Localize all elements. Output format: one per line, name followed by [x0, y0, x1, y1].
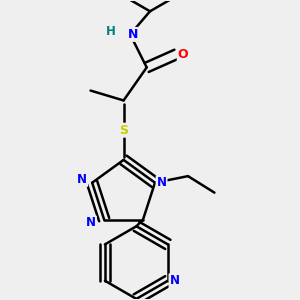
Text: N: N [157, 176, 166, 189]
Text: N: N [86, 217, 96, 230]
Text: N: N [169, 274, 179, 287]
Text: N: N [77, 173, 87, 186]
Text: S: S [119, 124, 128, 137]
Text: H: H [105, 25, 115, 38]
Text: O: O [178, 48, 188, 61]
Text: N: N [128, 28, 139, 41]
